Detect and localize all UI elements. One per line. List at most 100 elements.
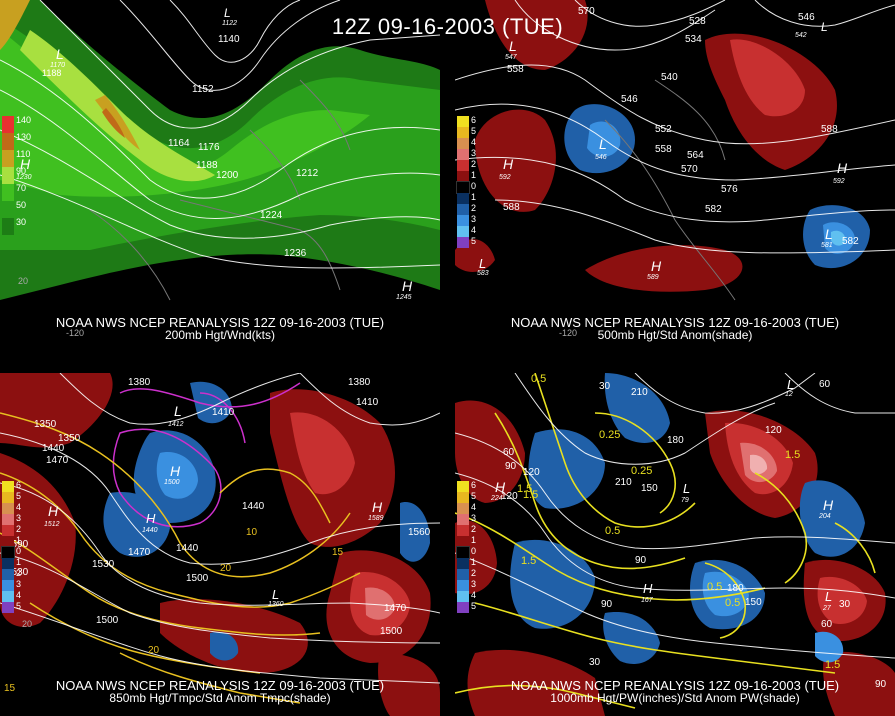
legend-swatch: 0 [456, 546, 476, 559]
high-center-symbol-3: H [651, 258, 662, 274]
legend-swatch: 5 [457, 602, 476, 613]
contour-label-60c: 60 [821, 619, 833, 630]
legend-label: 3 [16, 513, 22, 523]
legend-label: 5 [471, 491, 477, 501]
legend-swatch: 50 [2, 201, 26, 218]
legend-swatch: 1 [2, 536, 21, 547]
low-center-value-2: 1412 [168, 421, 184, 428]
legend-swatch: 4 [2, 591, 21, 602]
low-center-value-2: 1122 [222, 20, 238, 27]
high-center-value-3: 589 [647, 274, 659, 281]
low-center-value-5: 542 [795, 32, 807, 39]
contour-label-552: 552 [655, 124, 672, 135]
legend-label: 5 [471, 236, 477, 246]
contour-label-570b: 570 [681, 164, 698, 175]
contour-label-1470b: 1470 [128, 547, 151, 558]
legend-swatch: 3 [457, 580, 476, 591]
temp-label-10: 10 [246, 527, 258, 538]
legend-label: 70 [16, 183, 27, 193]
contour-label-582b: 582 [842, 236, 859, 247]
legend-swatch: 3 [2, 514, 21, 525]
temp-label-20: 20 [148, 645, 160, 656]
contour-label-1380: 1380 [348, 377, 371, 388]
contour-label-1530: 1530 [92, 559, 115, 570]
high-center-value-2: 204 [819, 513, 831, 520]
contour-label-90: 90 [505, 461, 517, 472]
map-1000mb-canvas [455, 373, 895, 716]
contour-label-576: 576 [721, 184, 738, 195]
contour-label-30c: 30 [589, 657, 601, 668]
high-center-symbol: H [503, 156, 514, 172]
high-center-symbol-2: H [823, 497, 834, 513]
legend-label: 4 [471, 590, 477, 600]
legend-label: 5 [471, 601, 477, 611]
legend-swatch: 6 [457, 116, 476, 127]
legend-swatch: 4 [2, 503, 21, 514]
low-center-symbol: L [683, 481, 691, 496]
legend-swatch: 4 [457, 138, 476, 149]
high-center-symbol-2: H [402, 278, 413, 294]
legend-label: 6 [471, 480, 477, 490]
legend-label: 2 [16, 568, 22, 578]
contour-label-30: 30 [599, 381, 611, 392]
high-center-symbol: H [48, 503, 59, 519]
legend-swatch: 4 [457, 226, 476, 237]
legend-swatch: 4 [457, 591, 476, 602]
pw-label-0.25: 0.25 [599, 429, 621, 441]
pw-label-0.5: 0.5 [531, 373, 547, 385]
map-200mb-canvas [0, 0, 440, 345]
pw-label-1.5e: 1.5 [825, 659, 841, 671]
map-title: 12Z 09-16-2003 (TUE) [331, 14, 564, 39]
contour-label-528: 528 [689, 16, 706, 27]
legend-label: 3 [471, 513, 477, 523]
low-center-symbol-3: L [787, 377, 795, 392]
contour-label-1440b: 1440 [242, 501, 265, 512]
high-center-value-3: 167 [641, 597, 653, 604]
high-center-value-2: 1589 [368, 515, 384, 522]
contour-label-546b: 546 [621, 94, 638, 105]
legend-label: 50 [16, 200, 27, 210]
legend-swatch: 1 [457, 536, 476, 547]
low-center-symbol-2: L [599, 136, 607, 152]
pw-label-0.5d: 0.5 [707, 581, 723, 593]
legend-swatch: 90 [2, 167, 26, 184]
contour-label-558: 558 [655, 144, 672, 155]
legend-label: 6 [16, 480, 22, 490]
legend-swatch: 0 [456, 181, 476, 194]
caption-line2: 1000mb Hgt/PW(inches)/Std Anom PW(shade) [550, 691, 800, 705]
legend-label: 4 [471, 502, 477, 512]
map-500mb-canvas [455, 0, 895, 345]
low-center-symbol-2: L [224, 6, 231, 20]
contour-label-570: 570 [578, 6, 595, 17]
pw-label-0.5c: 0.5 [725, 597, 741, 609]
legend-swatch: 0 [1, 546, 21, 559]
legend-swatch: 5 [457, 237, 476, 248]
contour-label-1212: 1212 [296, 168, 319, 179]
low-center-value-2: 27 [823, 605, 831, 612]
longitude-label: -120 [66, 328, 85, 338]
legend-label: 5 [16, 601, 22, 611]
legend-swatch: 1 [457, 558, 476, 569]
high-center-symbol-3: H [643, 581, 653, 596]
contour-label-1350: 1350 [34, 419, 57, 430]
contour-label-60b: 60 [503, 447, 515, 458]
low-center-value-3: 12 [785, 391, 793, 398]
legend-swatch: 2 [457, 204, 476, 215]
low-center-symbol-3: L [825, 226, 833, 242]
legend-swatch: 3 [457, 514, 476, 525]
legend-swatch: 5 [2, 602, 21, 613]
low-center-symbol: L [509, 38, 517, 54]
contour-label-60: 60 [819, 379, 831, 390]
legend-swatch: 1 [2, 558, 21, 569]
contour-label-1164: 1164 [168, 138, 190, 149]
pw-label-1.5: 1.5 [517, 483, 533, 495]
legend-swatch: 70 [2, 184, 26, 201]
low-center-value-4: 583 [477, 270, 489, 277]
contour-label-1500: 1500 [186, 573, 209, 584]
high-center-symbol-2: H [837, 160, 848, 176]
contour-label-120c: 120 [501, 491, 518, 502]
contour-label-1224: 1224 [260, 210, 283, 221]
legend-swatch: 110 [2, 150, 30, 167]
caption-line2: 200mb Hgt/Wnd(kts) [164, 328, 276, 342]
